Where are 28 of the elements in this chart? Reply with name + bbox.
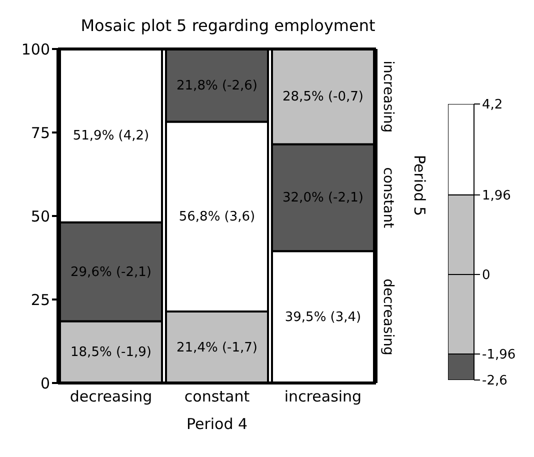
y-tick-label: 0 [40,374,50,392]
data-label: 21,4% (-1,7) [176,340,258,355]
text: decreasing [380,278,396,356]
x-tick-label: decreasing [70,388,152,406]
x-axis-title: Period 4 [186,415,248,433]
data-label: 51,9% (4,2) [72,128,150,144]
x-tick-label: constant [184,388,250,406]
data-label: 28,5% (-0,7) [282,89,364,104]
data-label: 56,8% (3,6) [178,209,256,224]
y-tick-label: -1,96 [482,348,516,363]
y-tick-label: -2,6 [482,374,508,389]
data-label: 18,5% (-1,9) [70,344,152,360]
y-tick-label: 25 [30,290,50,309]
x-tick-label: increasing [284,388,362,406]
y-tick-label: 1,96 [482,188,511,204]
data-label: 21,8% (-2,6) [176,78,258,93]
data-label: 29,6% (-2,1) [70,264,152,280]
text: increasing [380,60,396,133]
y-tick-label: 4,2 [482,98,503,113]
data-label: 39,5% (3,4) [284,310,362,325]
text: constant [380,167,396,229]
y-tick-label: 50 [30,207,50,226]
chart-title: Mosaic plot 5 regarding employment [80,16,376,35]
y2-axis-title: Period 5 [410,154,429,216]
y-tick-label: 100 [21,40,50,58]
y-tick-label: 75 [30,124,50,142]
data-label: 32,0% (-2,1) [282,190,364,206]
y-tick-label: 0 [482,268,490,284]
